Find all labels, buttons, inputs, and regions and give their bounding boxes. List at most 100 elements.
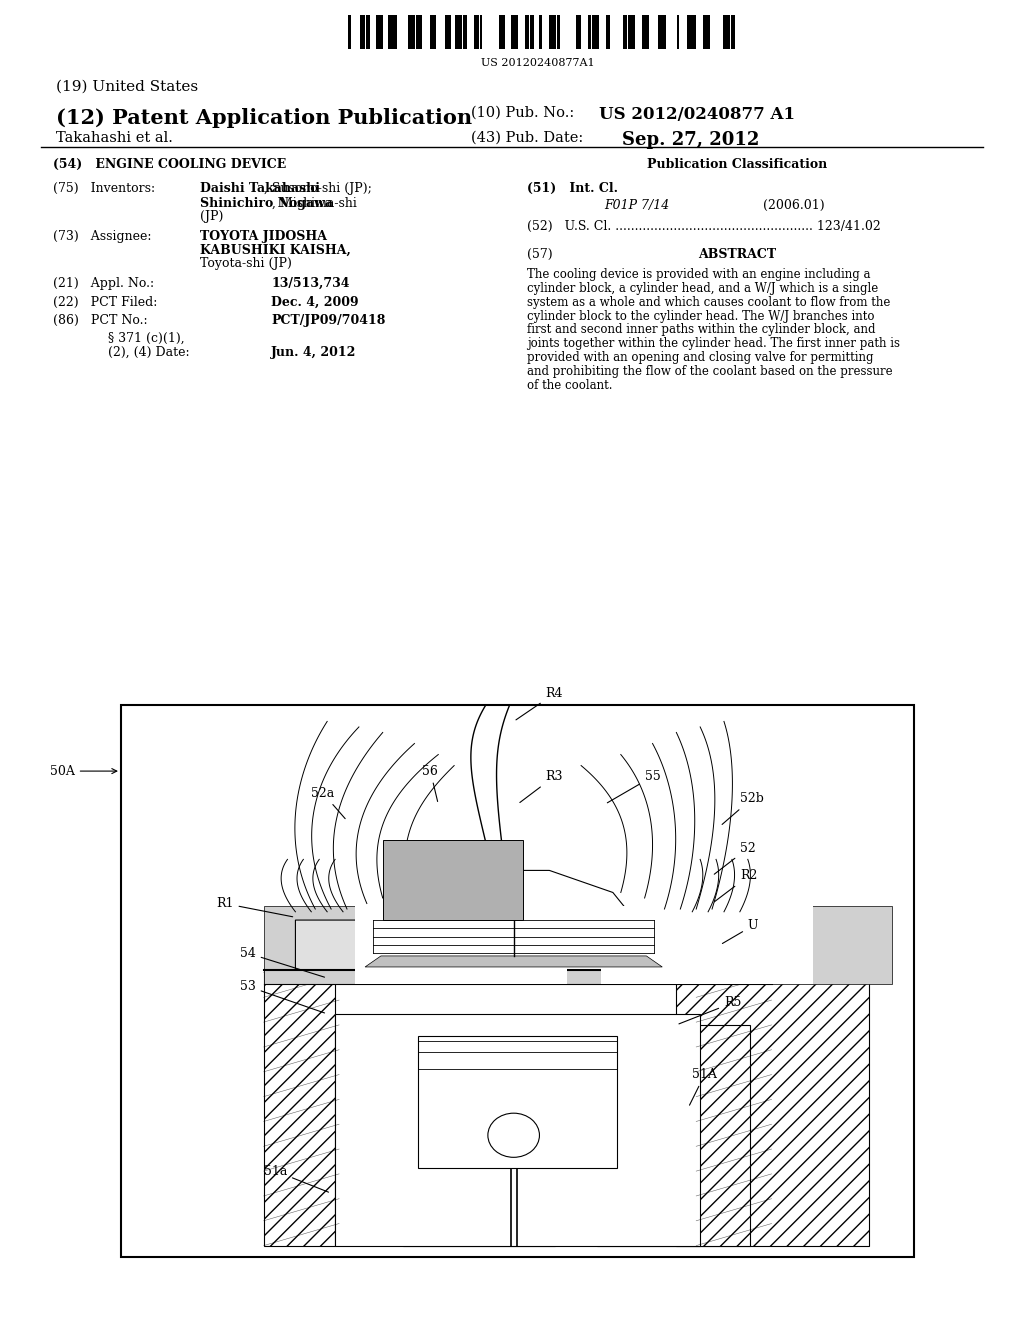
- Bar: [592, 15, 599, 49]
- Bar: [455, 15, 462, 49]
- Bar: [601, 907, 754, 983]
- Text: system as a whole and which causes coolant to flow from the: system as a whole and which causes coola…: [527, 296, 891, 309]
- Ellipse shape: [487, 1113, 540, 1158]
- Bar: [557, 15, 560, 49]
- Text: ABSTRACT: ABSTRACT: [698, 248, 776, 261]
- Bar: [402, 1024, 555, 1246]
- Bar: [588, 15, 591, 49]
- Bar: [623, 15, 627, 49]
- Text: , Mishima-shi: , Mishima-shi: [200, 197, 356, 210]
- Text: 51a: 51a: [263, 1164, 329, 1192]
- Polygon shape: [648, 920, 739, 970]
- Bar: [263, 907, 893, 983]
- Polygon shape: [387, 870, 648, 970]
- Text: U: U: [722, 919, 759, 944]
- Text: R2: R2: [715, 870, 757, 902]
- Text: (10) Pub. No.:: (10) Pub. No.:: [471, 106, 574, 120]
- Text: 50A: 50A: [50, 764, 117, 777]
- Text: Daishi Takahashi: Daishi Takahashi: [200, 182, 319, 195]
- Text: 13/513,734: 13/513,734: [271, 277, 350, 290]
- Text: 56: 56: [423, 764, 438, 801]
- Text: PCT/JP09/70418: PCT/JP09/70418: [271, 314, 386, 327]
- Text: 52: 52: [715, 842, 756, 874]
- Text: (52)   U.S. Cl. ................................................... 123/41.02: (52) U.S. Cl. ..........................…: [527, 220, 881, 234]
- Text: (75)   Inventors:: (75) Inventors:: [53, 182, 156, 195]
- Bar: [597, 1024, 750, 1246]
- Text: The cooling device is provided with an engine including a: The cooling device is provided with an e…: [527, 268, 870, 281]
- Bar: [687, 15, 689, 49]
- Bar: [415, 907, 567, 983]
- Text: TOYOTA JIDOSHA: TOYOTA JIDOSHA: [200, 230, 327, 243]
- Text: 52a: 52a: [311, 787, 345, 818]
- Text: (21)   Appl. No.:: (21) Appl. No.:: [53, 277, 155, 290]
- Text: (2006.01): (2006.01): [763, 199, 824, 213]
- Text: Publication Classification: Publication Classification: [647, 158, 827, 172]
- Text: (86)   PCT No.:: (86) PCT No.:: [53, 314, 147, 327]
- Bar: [677, 15, 680, 49]
- Text: cylinder block to the cylinder head. The W/J branches into: cylinder block to the cylinder head. The…: [527, 309, 874, 322]
- Bar: [676, 970, 868, 1246]
- Text: (51)   Int. Cl.: (51) Int. Cl.: [527, 182, 618, 195]
- Bar: [525, 15, 529, 49]
- Bar: [394, 15, 397, 49]
- Bar: [444, 15, 451, 49]
- Text: 54: 54: [240, 946, 325, 977]
- Text: and prohibiting the flow of the coolant based on the pressure: and prohibiting the flow of the coolant …: [527, 364, 893, 378]
- Bar: [416, 15, 422, 49]
- Text: Toyota-shi (JP): Toyota-shi (JP): [200, 257, 292, 271]
- Bar: [703, 15, 711, 49]
- Text: KABUSHIKI KAISHA,: KABUSHIKI KAISHA,: [200, 244, 350, 257]
- Text: (12) Patent Application Publication: (12) Patent Application Publication: [56, 108, 472, 128]
- Bar: [367, 15, 371, 49]
- Bar: [499, 15, 505, 49]
- Bar: [577, 15, 581, 49]
- Bar: [628, 15, 635, 49]
- Bar: [463, 15, 467, 49]
- Text: R4: R4: [516, 688, 563, 719]
- Polygon shape: [365, 956, 663, 968]
- Bar: [377, 15, 383, 49]
- Bar: [606, 15, 610, 49]
- Bar: [539, 15, 542, 49]
- Polygon shape: [295, 920, 387, 970]
- Bar: [474, 15, 478, 49]
- Text: US 2012/0240877 A1: US 2012/0240877 A1: [599, 106, 795, 123]
- Text: (57): (57): [527, 248, 553, 261]
- Text: Dec. 4, 2009: Dec. 4, 2009: [271, 296, 359, 309]
- Text: Jun. 4, 2012: Jun. 4, 2012: [271, 346, 356, 359]
- Bar: [409, 15, 416, 49]
- Bar: [660, 907, 813, 983]
- Bar: [549, 15, 556, 49]
- Text: 53: 53: [240, 979, 325, 1012]
- Text: (54)   ENGINE COOLING DEVICE: (54) ENGINE COOLING DEVICE: [53, 158, 287, 172]
- Bar: [335, 1014, 700, 1246]
- Bar: [121, 705, 914, 1257]
- Text: § 371 (c)(1),: § 371 (c)(1),: [108, 331, 184, 345]
- Bar: [690, 15, 696, 49]
- Text: first and second inner paths within the cylinder block, and: first and second inner paths within the …: [527, 323, 876, 337]
- Text: , Susono-shi (JP);: , Susono-shi (JP);: [200, 182, 372, 195]
- Bar: [657, 15, 660, 49]
- Text: R5: R5: [679, 997, 741, 1024]
- Text: 55: 55: [607, 770, 660, 803]
- Bar: [359, 15, 366, 49]
- Text: (73)   Assignee:: (73) Assignee:: [53, 230, 152, 243]
- Text: Sep. 27, 2012: Sep. 27, 2012: [622, 131, 759, 149]
- Text: provided with an opening and closing valve for permitting: provided with an opening and closing val…: [527, 351, 873, 364]
- Text: joints together within the cylinder head. The first inner path is: joints together within the cylinder head…: [527, 337, 900, 350]
- Bar: [723, 15, 730, 49]
- Bar: [642, 15, 649, 49]
- Bar: [731, 15, 735, 49]
- Bar: [355, 907, 508, 983]
- Bar: [419, 1036, 616, 1168]
- Bar: [479, 15, 482, 49]
- Text: (22)   PCT Filed:: (22) PCT Filed:: [53, 296, 158, 309]
- Text: of the coolant.: of the coolant.: [527, 379, 612, 392]
- Text: 52b: 52b: [722, 792, 764, 825]
- Text: (19) United States: (19) United States: [56, 79, 199, 94]
- Text: Shinichiro Nogawa: Shinichiro Nogawa: [200, 197, 333, 210]
- Text: Takahashi et al.: Takahashi et al.: [56, 131, 173, 145]
- Bar: [530, 15, 535, 49]
- Text: cylinder block, a cylinder head, and a W/J which is a single: cylinder block, a cylinder head, and a W…: [527, 281, 879, 294]
- Bar: [388, 15, 393, 49]
